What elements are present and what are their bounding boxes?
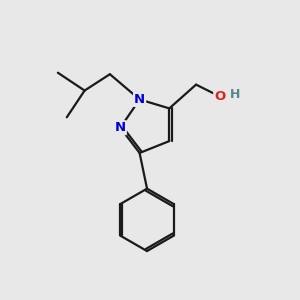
- Text: N: N: [134, 93, 145, 106]
- Text: N: N: [115, 121, 126, 134]
- Text: H: H: [230, 88, 241, 100]
- Text: O: O: [214, 90, 226, 103]
